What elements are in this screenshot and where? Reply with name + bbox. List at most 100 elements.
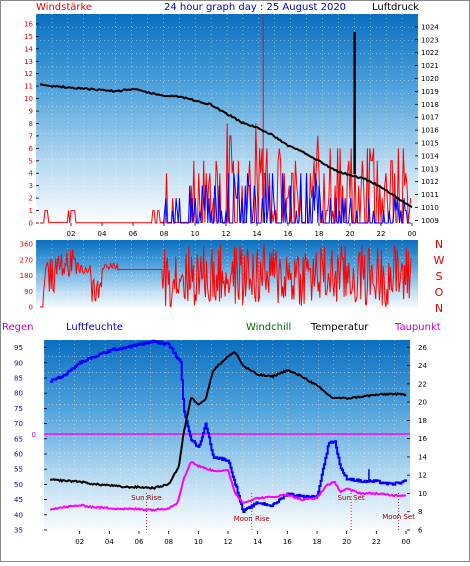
- event-label: Sun Set: [338, 494, 365, 502]
- right-tick-label: 1022: [421, 49, 439, 57]
- x-tick-label: 08: [160, 230, 169, 238]
- left-tick-label: 6: [29, 145, 34, 153]
- x-tick-label: 06: [129, 230, 138, 238]
- right-tick-label: 1015: [421, 140, 439, 148]
- humidity-tick-label: 75: [14, 405, 23, 413]
- graph-title: 24 hour graph day : 25 August 2020: [164, 2, 346, 13]
- windrichtung-series: [40, 244, 412, 308]
- temperature-tick-label: 14: [418, 453, 427, 461]
- left-tick-label: 13: [24, 58, 33, 66]
- x-tick-label: 06: [135, 538, 144, 546]
- event-label: Moon Set: [382, 513, 415, 521]
- humidity-tick-label: 65: [14, 435, 23, 443]
- temperature-tick-label: 26: [418, 344, 427, 352]
- x-tick-label: 12: [224, 538, 233, 546]
- humidity-tick-label: 60: [14, 451, 23, 459]
- x-tick-label: 14: [253, 230, 262, 238]
- temperature-tick-label: 6: [418, 527, 423, 535]
- left-tick-label: 1: [29, 207, 33, 215]
- x-tick-label: 18: [313, 538, 322, 546]
- windchill-label: Windchill: [246, 322, 291, 333]
- left-tick-label: 10: [24, 95, 33, 103]
- right-tick-label: 1020: [421, 75, 439, 83]
- humidity-tick-label: 40: [14, 511, 23, 519]
- left-tick-label: 8: [29, 120, 33, 128]
- direction-tick-label: 90: [24, 288, 33, 296]
- x-tick-label: 10: [194, 538, 203, 546]
- x-tick-label: 10: [191, 230, 200, 238]
- regen-label: Regen: [2, 322, 34, 333]
- humidity-tick-label: 70: [14, 420, 23, 428]
- right-tick-label: 1013: [421, 165, 439, 173]
- left-tick-label: 15: [24, 33, 33, 41]
- taupunkt-series: [49, 461, 407, 512]
- left-tick-label: 12: [24, 70, 33, 78]
- temperature-tick-label: 12: [418, 472, 427, 480]
- x-tick-label: 20: [346, 230, 355, 238]
- temperature-tick-label: 24: [418, 362, 427, 370]
- right-tick-label: 1010: [421, 204, 439, 212]
- right-tick-label: 1017: [421, 114, 439, 122]
- temperature-tick-label: 16: [418, 435, 427, 443]
- temperature-tick-label: 20: [418, 399, 427, 407]
- wind-series: [162, 173, 411, 224]
- windstaerke-series: [40, 123, 412, 224]
- rain-zero-label: 0: [32, 431, 36, 439]
- panel1-data: [39, 14, 413, 224]
- x-tick-label: 04: [105, 538, 114, 546]
- right-tick-label: 1021: [421, 62, 439, 70]
- left-tick-label: 16: [24, 20, 33, 28]
- right-tick-label: 1019: [421, 88, 439, 96]
- luftfeuchte-label: Luftfeuchte: [66, 322, 123, 333]
- compass-label: W: [434, 254, 445, 267]
- direction-tick-label: 270: [20, 256, 33, 264]
- panel2-plot-area: [36, 240, 418, 310]
- right-tick-label: 1014: [421, 152, 439, 160]
- right-tick-label: 1016: [421, 127, 439, 135]
- x-tick-label: 04: [98, 230, 107, 238]
- left-tick-label: 9: [29, 108, 33, 116]
- compass-label: O: [435, 286, 444, 299]
- x-tick-label: 12: [222, 230, 231, 238]
- taupunkt-label: Taupunkt: [394, 322, 441, 333]
- event-label: Moon Rise: [234, 515, 270, 523]
- x-tick-label: 02: [67, 230, 76, 238]
- luftdruck-series: [39, 83, 413, 209]
- left-tick-label: 0: [29, 220, 33, 228]
- left-tick-label: 2: [29, 195, 33, 203]
- right-tick-label: 1018: [421, 101, 439, 109]
- left-tick-label: 4: [29, 170, 34, 178]
- compass-label: S: [436, 270, 443, 283]
- x-tick-label: 00: [408, 230, 417, 238]
- panel3-ticks: 35 40 45 50 55 60 65 70 75 80 85 90 95 6 8 10 12 14 16 18 20…: [14, 344, 427, 546]
- right-tick-label: 1012: [421, 178, 439, 186]
- temperature-tick-label: 10: [418, 490, 427, 498]
- humidity-tick-label: 90: [14, 359, 23, 367]
- temperatur-series: [49, 351, 407, 490]
- right-tick-label: 1023: [421, 36, 439, 44]
- left-tick-label: 3: [29, 182, 33, 190]
- x-tick-label: 00: [402, 538, 411, 546]
- x-tick-label: 08: [164, 538, 173, 546]
- left-tick-label: 14: [24, 45, 33, 53]
- event-label: Sun Rise: [131, 494, 161, 502]
- luftdruck-label: Luftdruck: [372, 2, 419, 13]
- panel2-data: [40, 244, 412, 308]
- direction-tick-label: 360: [20, 241, 33, 249]
- humidity-tick-label: 45: [14, 496, 23, 504]
- humidity-tick-label: 80: [14, 390, 23, 398]
- left-tick-label: 7: [29, 132, 33, 140]
- x-tick-label: 16: [283, 538, 292, 546]
- right-tick-label: 1009: [421, 217, 439, 225]
- x-tick-label: 22: [372, 538, 381, 546]
- x-tick-label: 02: [75, 538, 84, 546]
- left-tick-label: 5: [29, 157, 33, 165]
- direction-tick-label: 0: [29, 304, 33, 312]
- temperatur-label: Temperatur: [310, 322, 369, 333]
- luftfeuchte-series: [50, 339, 407, 513]
- temperature-tick-label: 22: [418, 380, 427, 388]
- humidity-tick-label: 95: [14, 344, 23, 352]
